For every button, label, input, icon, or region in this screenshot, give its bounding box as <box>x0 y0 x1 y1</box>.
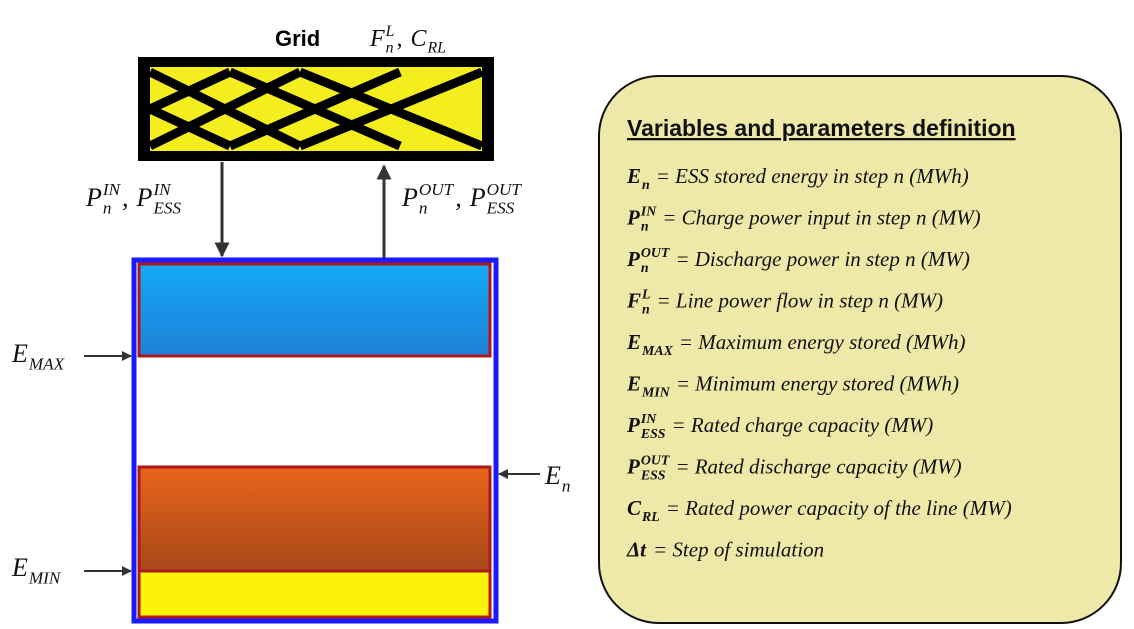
symbol-sub: MAX <box>28 354 66 373</box>
definition-text: = ESS stored energy in step n (MWh) <box>656 164 969 188</box>
symbol-base: E <box>544 461 561 490</box>
symbol-sup: L <box>385 23 395 40</box>
definition-text: = Step of simulation <box>653 538 824 562</box>
symbol-sub: RL <box>641 509 660 524</box>
separator: , <box>396 26 402 52</box>
symbol-sub: n <box>641 260 649 275</box>
panel-title: Variables and parameters definition <box>627 115 1016 141</box>
definition-text: = Charge power input in step n (MW) <box>662 206 980 230</box>
symbol-base: P <box>469 183 486 212</box>
symbol-sub: ESS <box>152 198 181 217</box>
symbol-base: P <box>626 413 640 437</box>
symbol-sub: MAX <box>641 343 674 358</box>
symbol-sup: IN <box>152 180 172 199</box>
lower-band <box>137 569 492 619</box>
definition-panel <box>598 75 1122 624</box>
symbol-base: P <box>626 247 640 271</box>
symbol-sup: L <box>641 287 650 302</box>
symbol-base: P <box>626 206 640 230</box>
definition-text: = Discharge power in step n (MW) <box>675 247 970 271</box>
symbol-sub: ESS <box>640 467 666 482</box>
symbol-base: C <box>627 496 642 520</box>
symbol-base: P <box>136 183 153 212</box>
symbol-sub: ESS <box>486 198 515 217</box>
symbol-sup: OUT <box>419 180 455 199</box>
symbol-sub: n <box>103 198 112 217</box>
symbol-base: P <box>401 183 418 212</box>
symbol-base: F <box>626 289 641 313</box>
symbol-sub: RL <box>427 40 447 57</box>
symbol-sup: OUT <box>487 180 523 199</box>
symbol-base: P <box>626 455 640 479</box>
energy-band <box>137 465 492 573</box>
symbol-sub: n <box>642 177 650 192</box>
grid-hatch <box>148 67 484 151</box>
symbol-sup: IN <box>640 204 657 219</box>
symbol-sub: n <box>386 40 394 57</box>
symbol-base: E <box>11 553 28 582</box>
symbol-sup: IN <box>102 180 122 199</box>
symbol-sup: OUT <box>641 245 670 260</box>
symbol-sup: IN <box>640 411 657 426</box>
symbol-base: E <box>626 372 641 396</box>
definition-text: = Line power flow in step n (MW) <box>656 289 943 313</box>
symbol-sub: n <box>641 218 649 233</box>
definition-text: = Minimum energy stored (MWh) <box>676 372 959 396</box>
grid-title: Grid <box>275 26 320 51</box>
symbol-base: E <box>11 339 28 368</box>
symbol-base: E <box>626 330 641 354</box>
symbol-sub: n <box>419 198 428 217</box>
symbol-base: P <box>85 183 102 212</box>
symbol-sub: ESS <box>640 426 666 441</box>
separator: , <box>455 183 462 212</box>
symbol-sub: n <box>642 301 650 316</box>
upper-band <box>137 262 492 358</box>
symbol-base: F <box>369 26 385 52</box>
symbol-sub: n <box>562 476 571 495</box>
symbol-base: C <box>410 26 427 52</box>
definition-text: = Rated discharge capacity (MW) <box>675 455 961 479</box>
symbol-base: E <box>626 164 641 188</box>
symbol-base: Δt <box>626 538 647 562</box>
symbol-sup: OUT <box>641 453 670 468</box>
definition-text: = Maximum energy stored (MWh) <box>679 330 966 354</box>
definition-text: = Rated charge capacity (MW) <box>672 413 934 437</box>
separator: , <box>122 183 129 212</box>
symbol-sub: MIN <box>641 384 671 399</box>
definition-text: = Rated power capacity of the line (MW) <box>666 496 1012 520</box>
symbol-sub: MIN <box>28 568 62 587</box>
